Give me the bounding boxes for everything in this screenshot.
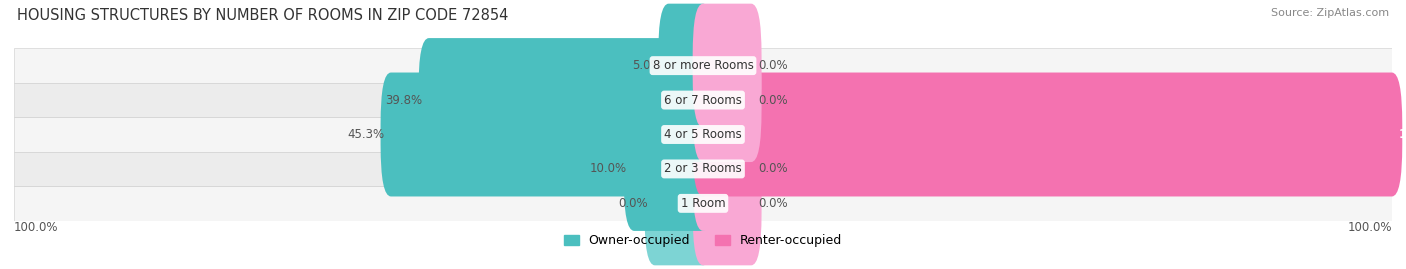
Bar xyxy=(14,48,1392,83)
FancyBboxPatch shape xyxy=(644,141,713,265)
Text: 0.0%: 0.0% xyxy=(619,197,648,210)
FancyBboxPatch shape xyxy=(693,107,762,231)
FancyBboxPatch shape xyxy=(693,38,762,162)
Text: 39.8%: 39.8% xyxy=(385,94,422,107)
Text: 4 or 5 Rooms: 4 or 5 Rooms xyxy=(664,128,742,141)
Text: 100.0%: 100.0% xyxy=(1399,128,1406,141)
Text: 45.3%: 45.3% xyxy=(347,128,384,141)
Text: 10.0%: 10.0% xyxy=(591,162,627,175)
FancyBboxPatch shape xyxy=(419,38,713,162)
Bar xyxy=(14,117,1392,152)
FancyBboxPatch shape xyxy=(381,73,713,196)
Bar xyxy=(14,83,1392,117)
Text: 0.0%: 0.0% xyxy=(758,162,787,175)
FancyBboxPatch shape xyxy=(693,141,762,265)
Text: 5.0%: 5.0% xyxy=(633,59,662,72)
Text: 8 or more Rooms: 8 or more Rooms xyxy=(652,59,754,72)
Text: 2 or 3 Rooms: 2 or 3 Rooms xyxy=(664,162,742,175)
Bar xyxy=(14,186,1392,221)
FancyBboxPatch shape xyxy=(693,73,1402,196)
Text: 1 Room: 1 Room xyxy=(681,197,725,210)
Bar xyxy=(14,152,1392,186)
Text: 0.0%: 0.0% xyxy=(758,197,787,210)
Text: 100.0%: 100.0% xyxy=(1347,221,1392,234)
FancyBboxPatch shape xyxy=(693,4,762,128)
FancyBboxPatch shape xyxy=(624,107,713,231)
FancyBboxPatch shape xyxy=(658,4,713,128)
Text: 0.0%: 0.0% xyxy=(758,59,787,72)
Text: 6 or 7 Rooms: 6 or 7 Rooms xyxy=(664,94,742,107)
Text: 0.0%: 0.0% xyxy=(758,94,787,107)
Text: 100.0%: 100.0% xyxy=(14,221,59,234)
Legend: Owner-occupied, Renter-occupied: Owner-occupied, Renter-occupied xyxy=(558,229,848,252)
Text: HOUSING STRUCTURES BY NUMBER OF ROOMS IN ZIP CODE 72854: HOUSING STRUCTURES BY NUMBER OF ROOMS IN… xyxy=(17,8,508,23)
Text: Source: ZipAtlas.com: Source: ZipAtlas.com xyxy=(1271,8,1389,18)
